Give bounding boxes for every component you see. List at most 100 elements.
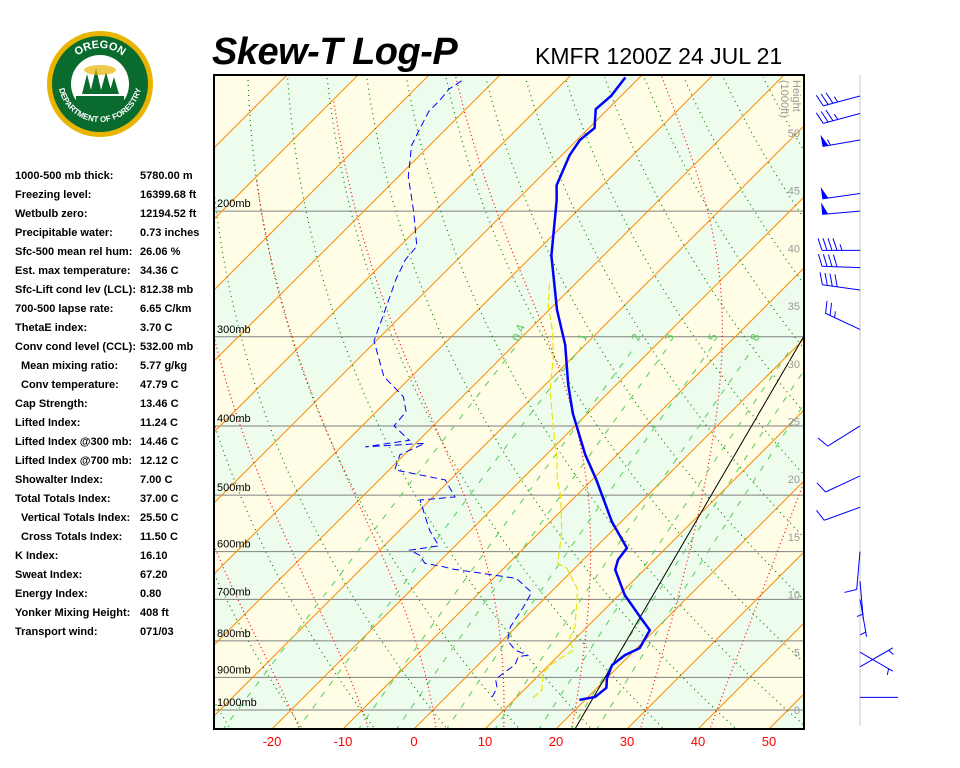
stat-label: Cap Strength: [15, 398, 88, 410]
isotherm-line [214, 75, 643, 504]
dry-adiabat-line [802, 77, 804, 81]
barb-full-feather [815, 95, 824, 107]
isotherm-line [214, 75, 785, 646]
barb-full-feather [824, 272, 828, 286]
stat-row: Wetbulb zero: 12194.52 ft [15, 207, 215, 226]
pressure-label: 600mb [217, 539, 251, 551]
wind-barb [825, 300, 861, 330]
barb-full-feather [832, 238, 838, 251]
barb-full-feather [829, 302, 833, 316]
dry-adiabat-line [214, 700, 232, 729]
stat-label: Est. max temperature: [15, 265, 131, 277]
stat-label: Yonker Mixing Height: [15, 607, 131, 619]
stat-value: 12194.52 ft [140, 208, 197, 220]
height-tick-label: 25 [788, 417, 800, 429]
temperature-tick-label: 40 [691, 734, 705, 749]
wind-barb [859, 647, 894, 668]
barb-full-feather [827, 254, 833, 267]
stat-value: 3.70 C [140, 322, 173, 334]
barb-half-feather [833, 113, 839, 120]
barb-staff [859, 599, 868, 637]
dry-adiabat-line [922, 78, 960, 732]
barb-staff [823, 113, 861, 124]
stat-label: K Index: [15, 550, 59, 562]
stat-label: Lifted Index @700 mb: [15, 455, 133, 467]
dry-adiabat-line [882, 78, 960, 732]
stat-label: Showalter Index: [15, 474, 104, 486]
height-tick-label: 50 [788, 128, 800, 140]
height-tick-label: 0 [794, 705, 800, 717]
stat-value: 5.77 g/kg [140, 360, 188, 372]
stat-label: Conv cond level (CCL): [15, 341, 137, 353]
temperature-band [214, 75, 804, 716]
svg-text:OREGON: OREGON [72, 39, 127, 59]
mixing-ratio-line [297, 346, 582, 729]
isotherm-line [214, 125, 804, 717]
barb-pennant [820, 186, 829, 199]
barb-full-feather [816, 482, 826, 493]
wind-barb [844, 551, 861, 593]
stat-value: 11.24 C [140, 417, 178, 429]
isotherm-line [484, 409, 804, 729]
stat-value: 37.00 C [140, 493, 179, 505]
height-axis-title: Height [790, 80, 802, 112]
stat-value: 812.38 mb [140, 284, 194, 296]
temperature-tick-label: -10 [334, 734, 353, 749]
moist-adiabat-line [709, 479, 804, 729]
barb-half-feather [833, 96, 839, 103]
stat-label: Transport wind: [15, 626, 98, 638]
stat-label: Sfc-Lift cond lev (LCL): [15, 284, 136, 296]
wind-barbs [815, 75, 898, 726]
station-time-label: KMFR 1200Z 24 JUL 21 [535, 43, 783, 69]
stat-value: 34.36 C [140, 265, 179, 277]
stat-row: 700-500 lapse rate: 6.65 C/km [15, 302, 215, 321]
stat-value: 6.65 C/km [140, 303, 192, 315]
stat-label: Conv temperature: [21, 379, 119, 391]
isotherm-line [214, 75, 501, 362]
dewpoint-line [365, 79, 533, 698]
barb-half-feather [839, 244, 843, 251]
stat-row: Freezing level: 16399.68 ft [15, 188, 215, 207]
mixing-ratio-line [596, 403, 804, 729]
axis-labels: 0.4 1 2 3 5 8200mb300mb400mb500mb600mb700mb80… [217, 80, 802, 717]
isotherm-line [271, 196, 804, 729]
dry-adiabat-line [524, 77, 804, 539]
barb-pennant [821, 202, 829, 215]
plot-border [213, 74, 805, 730]
height-tick-label: 35 [788, 301, 800, 313]
isotherm-line [626, 551, 804, 729]
barb-full-feather [817, 437, 829, 447]
barb-full-feather [834, 274, 838, 287]
barb-half-feather [834, 311, 836, 318]
height-tick-label: 15 [788, 532, 800, 544]
stat-label: ThetaE index: [15, 322, 88, 334]
temperature-tick-label: -20 [263, 734, 282, 749]
stat-row: Lifted Index @300 mb: 14.46 C [15, 435, 215, 454]
pressure-label: 800mb [217, 628, 251, 640]
temperature-tick-label: -30 [192, 734, 211, 749]
stat-label: Precipitable water: [15, 227, 113, 239]
barb-full-feather [815, 112, 824, 124]
dry-adiabat-line [445, 77, 804, 664]
barb-staff [859, 647, 894, 668]
stat-row: Vertical Totals Index: 25.50 C [15, 511, 215, 530]
wind-barb [817, 238, 860, 251]
pressure-label: 200mb [217, 198, 251, 210]
stat-row: Lifted Index @700 mb: 12.12 C [15, 454, 215, 473]
stat-row: Sfc-500 mean rel hum: 26.06 % [15, 245, 215, 264]
stat-value: 5780.00 m [140, 170, 193, 182]
barb-half-feather [856, 613, 864, 618]
wind-barb [815, 92, 861, 107]
barb-half-feather [827, 139, 831, 146]
barb-full-feather [816, 510, 825, 521]
dry-adiabat-line [36, 78, 159, 732]
pressure-label: 300mb [217, 324, 251, 336]
barb-full-feather [820, 93, 829, 105]
stat-value: 0.73 inches [140, 227, 200, 239]
wind-barb [821, 202, 861, 215]
barb-full-feather [817, 238, 823, 251]
temperature-band [214, 125, 804, 729]
temperature-tick-labels: -30 -20 -10 0 10 20 30 40 50 [192, 734, 777, 749]
stat-row: Showalter Index: 7.00 C [15, 473, 215, 492]
stat-value: 47.79 C [140, 379, 179, 391]
